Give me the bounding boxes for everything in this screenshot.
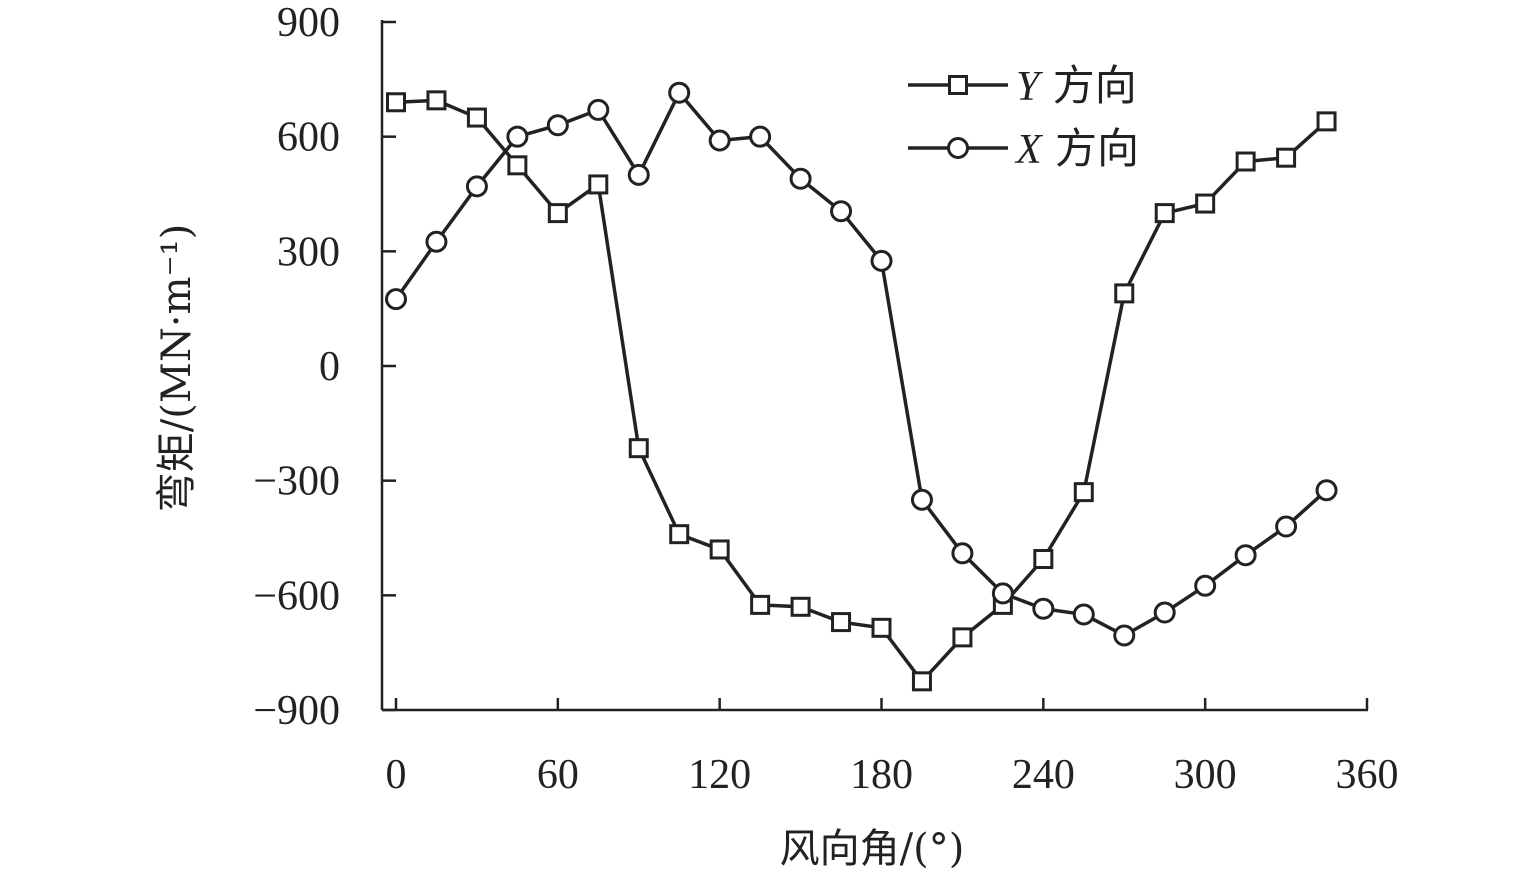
data-point-y-direction xyxy=(1276,147,1297,168)
y-ticks: 900 600 300 0 −300 −600 −900 xyxy=(253,0,396,734)
legend-marker-x-direction xyxy=(947,137,969,159)
data-point-y-direction xyxy=(1073,482,1094,503)
data-point-y-direction xyxy=(1114,283,1135,304)
y-tick-label: 900 xyxy=(277,0,340,46)
data-point-x-direction xyxy=(789,167,812,190)
data-point-x-direction xyxy=(627,163,650,186)
y-tick-label: −900 xyxy=(253,688,340,734)
data-point-y-direction xyxy=(831,612,852,633)
data-point-y-direction xyxy=(1033,549,1054,570)
x-axis-title: 风向角/(°) xyxy=(780,826,965,872)
data-point-y-direction xyxy=(871,617,892,638)
data-point-x-direction xyxy=(870,249,893,272)
data-point-x-direction xyxy=(668,81,691,104)
x-tick-label: 240 xyxy=(1012,752,1075,798)
data-point-y-direction xyxy=(1235,151,1256,172)
data-point-x-direction xyxy=(708,129,731,152)
y-tick-label: −600 xyxy=(253,573,340,619)
data-point-y-direction xyxy=(952,627,973,648)
data-point-x-direction xyxy=(910,488,933,511)
series-line-x-direction xyxy=(394,90,1328,638)
axes xyxy=(380,20,1368,712)
legend-label-x-direction: X 方向 xyxy=(1014,124,1139,173)
data-point-y-direction xyxy=(628,438,649,459)
data-point-y-direction xyxy=(790,596,811,617)
data-point-x-direction xyxy=(991,582,1014,605)
x-tick-label: 180 xyxy=(850,752,913,798)
data-point-y-direction xyxy=(1154,203,1175,224)
data-point-x-direction xyxy=(1113,624,1136,647)
data-point-y-direction xyxy=(547,203,568,224)
data-point-x-direction xyxy=(1194,574,1217,597)
data-point-x-direction xyxy=(587,98,610,121)
data-point-x-direction xyxy=(1072,603,1095,626)
x-tick-label: 0 xyxy=(386,752,407,798)
data-point-x-direction xyxy=(1032,597,1055,620)
legend: Y 方向 X 方向 xyxy=(908,61,1139,173)
series-line-y-direction xyxy=(395,98,1328,684)
x-tick-label: 300 xyxy=(1174,752,1237,798)
legend-label-y-direction: Y 方向 xyxy=(1016,61,1137,110)
data-point-y-direction xyxy=(750,594,771,615)
data-point-y-direction xyxy=(669,524,690,545)
data-point-y-direction xyxy=(709,539,730,560)
series-layer xyxy=(385,81,1338,692)
data-point-x-direction xyxy=(1315,479,1338,502)
x-tick-label: 60 xyxy=(537,752,579,798)
y-tick-label: 0 xyxy=(319,344,340,390)
data-point-x-direction xyxy=(830,200,853,223)
data-point-x-direction xyxy=(1153,601,1176,624)
data-point-x-direction xyxy=(1234,544,1257,567)
data-point-y-direction xyxy=(911,671,932,692)
y-axis-title: 弯矩/(MN·m⁻¹) xyxy=(154,224,200,512)
data-point-y-direction xyxy=(386,92,406,113)
data-point-y-direction xyxy=(466,107,487,128)
y-tick-label: −300 xyxy=(253,459,340,505)
y-tick-label: 600 xyxy=(277,115,340,161)
data-point-y-direction xyxy=(588,174,609,195)
data-point-x-direction xyxy=(1275,515,1298,538)
data-point-x-direction xyxy=(385,288,407,311)
data-point-x-direction xyxy=(425,230,448,253)
data-point-x-direction xyxy=(749,125,772,148)
y-tick-label: 300 xyxy=(277,229,340,275)
data-point-y-direction xyxy=(1195,193,1216,214)
data-point-x-direction xyxy=(546,114,569,137)
data-point-x-direction xyxy=(951,542,974,565)
data-point-x-direction xyxy=(465,175,488,198)
data-point-y-direction xyxy=(426,90,447,111)
data-point-x-direction xyxy=(506,125,529,148)
legend-marker-y-direction xyxy=(948,75,968,95)
x-ticks: 0 60 120 180 240 300 360 xyxy=(386,698,1399,798)
x-tick-label: 360 xyxy=(1336,752,1399,798)
data-point-y-direction xyxy=(507,155,528,176)
data-point-y-direction xyxy=(1316,111,1337,132)
x-tick-label: 120 xyxy=(688,752,751,798)
